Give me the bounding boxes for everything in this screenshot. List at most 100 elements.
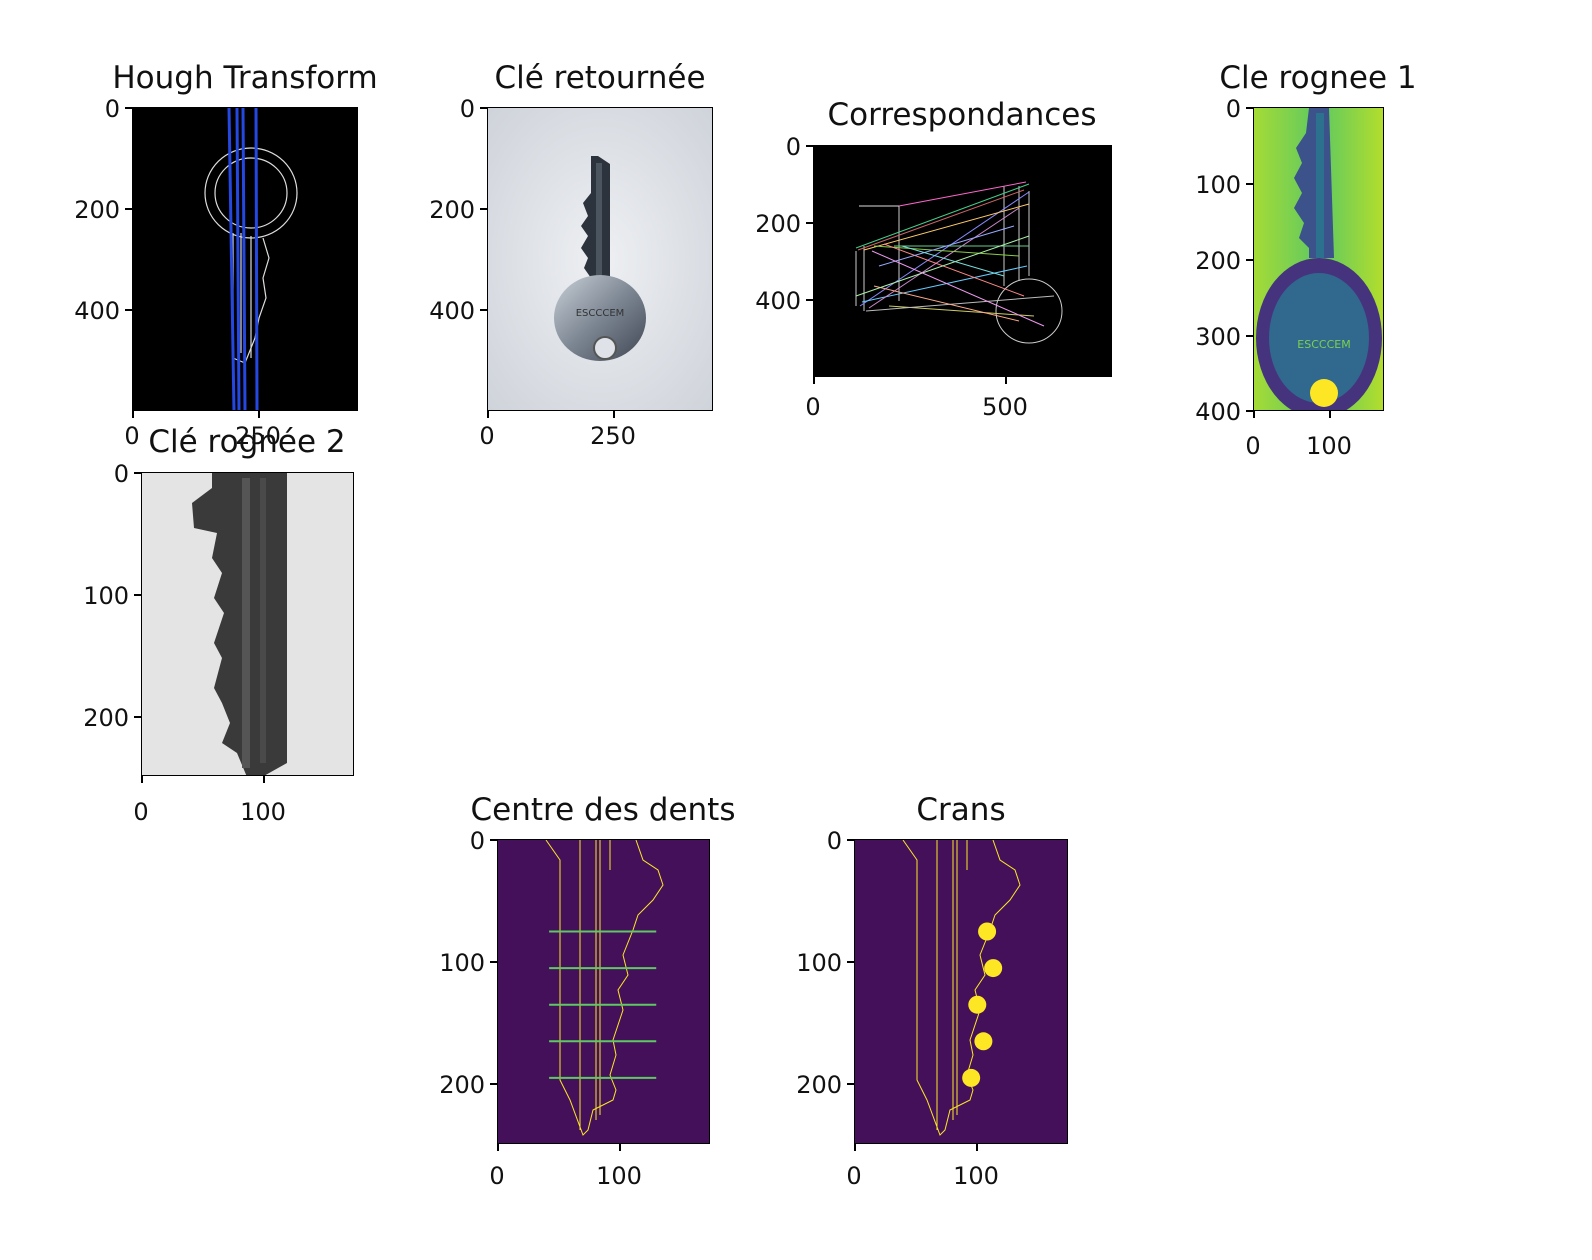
y-tick-mark [806, 299, 813, 301]
hough-axes [132, 107, 358, 411]
panel-title: Crans [916, 792, 1006, 828]
y-tick-mark [847, 961, 854, 963]
y-tick-mark [1246, 335, 1253, 337]
y-tick-mark [125, 309, 132, 311]
notch-point [984, 959, 1003, 978]
y-tick-mark [125, 107, 132, 109]
y-tick-label: 100 [1195, 171, 1241, 199]
y-tick-label: 0 [104, 95, 120, 123]
x-tick-label: 0 [133, 798, 149, 826]
teeth-center-image [545, 840, 664, 1136]
cropped-key-2-image [142, 473, 353, 775]
corr-axes [813, 145, 1112, 377]
x-tick-label: 250 [590, 422, 636, 450]
retournee-axes: ESCCCEM [487, 107, 713, 411]
x-tick-label: 100 [596, 1162, 642, 1190]
y-tick-label: 200 [74, 196, 120, 224]
y-tick-mark [134, 472, 141, 474]
y-tick-label: 400 [74, 297, 120, 325]
x-tick-mark [263, 776, 265, 783]
panel-title: Centre des dents [470, 792, 736, 828]
x-tick-label: 0 [805, 393, 821, 421]
y-tick-mark [1246, 107, 1253, 109]
cropped-key-1-image: ESCCCEM [1254, 108, 1383, 410]
x-tick-label: 250 [235, 422, 281, 450]
panel-title: Hough Transform [112, 60, 378, 96]
x-tick-mark [854, 1144, 856, 1151]
x-tick-mark [1253, 411, 1255, 418]
y-tick-mark [1246, 183, 1253, 185]
x-tick-mark [487, 411, 489, 418]
y-tick-label: 0 [113, 460, 129, 488]
matches-image [855, 181, 1063, 344]
y-tick-label: 200 [429, 196, 475, 224]
x-tick-mark [258, 411, 260, 418]
x-tick-label: 0 [124, 422, 140, 450]
centre-axes [497, 839, 710, 1144]
x-tick-mark [141, 776, 143, 783]
x-tick-label: 100 [953, 1162, 999, 1190]
key-stamp-text: ESCCCEM [1297, 338, 1350, 351]
y-tick-mark [847, 1083, 854, 1085]
y-tick-mark [847, 839, 854, 841]
hough-image [204, 108, 298, 410]
y-tick-label: 200 [83, 704, 129, 732]
x-tick-label: 0 [1245, 432, 1261, 460]
rognee1-axes: ESCCCEM [1253, 107, 1384, 411]
y-tick-mark [480, 309, 487, 311]
x-tick-label: 500 [982, 393, 1028, 421]
y-tick-mark [125, 208, 132, 210]
x-tick-label: 0 [489, 1162, 505, 1190]
y-tick-mark [490, 1083, 497, 1085]
y-tick-label: 200 [439, 1071, 485, 1099]
y-tick-mark [134, 594, 141, 596]
rognee2-axes [141, 472, 354, 776]
x-tick-label: 0 [846, 1162, 862, 1190]
notch-point [962, 1068, 981, 1087]
panel-title: Correspondances [827, 97, 1097, 133]
y-tick-mark [490, 839, 497, 841]
y-tick-label: 200 [755, 210, 801, 238]
x-tick-mark [619, 1144, 621, 1151]
y-tick-label: 0 [785, 133, 801, 161]
x-tick-mark [976, 1144, 978, 1151]
panel-title: Clé rognée 2 [148, 424, 346, 460]
y-tick-label: 300 [1195, 323, 1241, 351]
y-tick-mark [134, 716, 141, 718]
x-tick-mark [132, 411, 134, 418]
y-tick-label: 0 [826, 827, 842, 855]
y-tick-label: 200 [1195, 247, 1241, 275]
y-tick-label: 400 [1195, 398, 1241, 426]
notch-point [974, 1032, 993, 1051]
notch-point [978, 922, 997, 941]
y-tick-label: 100 [439, 949, 485, 977]
y-tick-mark [480, 208, 487, 210]
x-tick-mark [613, 411, 615, 418]
x-tick-label: 100 [1306, 432, 1352, 460]
y-tick-label: 400 [429, 297, 475, 325]
x-tick-mark [813, 377, 815, 384]
y-tick-mark [480, 107, 487, 109]
y-tick-mark [806, 145, 813, 147]
y-tick-label: 0 [469, 827, 485, 855]
y-tick-label: 100 [796, 949, 842, 977]
key-stamp-text: ESCCCEM [576, 308, 625, 319]
x-tick-mark [1005, 377, 1007, 384]
notches-image [902, 840, 1021, 1136]
panel-title: Cle rognee 1 [1219, 60, 1417, 96]
y-tick-label: 0 [1225, 95, 1241, 123]
key-photo-image: ESCCCEM [488, 108, 712, 410]
y-tick-label: 100 [83, 582, 129, 610]
y-tick-mark [1246, 410, 1253, 412]
x-tick-label: 100 [240, 798, 286, 826]
notch-point [968, 995, 987, 1014]
panel-title: Clé retournée [494, 60, 706, 96]
crans-axes [854, 839, 1068, 1144]
y-tick-label: 0 [459, 95, 475, 123]
x-tick-label: 0 [479, 422, 495, 450]
x-tick-mark [497, 1144, 499, 1151]
x-tick-mark [1329, 411, 1331, 418]
y-tick-mark [806, 222, 813, 224]
y-tick-mark [490, 961, 497, 963]
y-tick-label: 200 [796, 1071, 842, 1099]
